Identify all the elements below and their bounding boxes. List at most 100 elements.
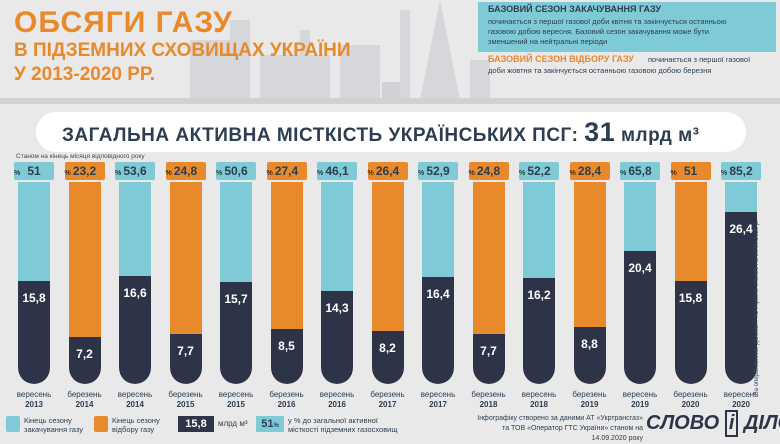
percent-label-14: 85,2% (721, 162, 761, 180)
legend-percent-text-1: у % до загальної активної (288, 416, 378, 425)
volume-label-7: 8,2 (379, 341, 396, 355)
gas-tube-0: 51% 15,8 (14, 162, 54, 388)
legend-volume-unit: млрд м³ (218, 419, 248, 428)
percent-value-7: 26,4 (375, 164, 400, 178)
percent-value-1: 23,2 (72, 164, 97, 178)
gas-tube-12: 65,8% 20,4 (620, 162, 660, 388)
percent-value-0: 51 (27, 164, 41, 178)
percent-value-5: 27,4 (274, 164, 299, 178)
category-label-0: вересень 2013 (6, 390, 62, 410)
category-label-12: вересень 2019 (612, 390, 668, 410)
percent-value-11: 28,4 (577, 164, 602, 178)
category-label-6: вересень 2016 (309, 390, 365, 410)
category-year-1: 2014 (75, 400, 94, 409)
category-year-2: 2014 (126, 400, 144, 409)
state-note: Станом на кінець місяця відповідного рок… (16, 153, 145, 160)
category-label-11: березень 2019 (562, 390, 618, 410)
gas-volume-bar-3 (169, 334, 202, 384)
gas-tube-7: 26,4% 8,2 (367, 162, 408, 388)
tube-body-12: 20,4 (624, 182, 656, 384)
category-label-1: березень 2014 (57, 390, 113, 410)
category-label-3: березень 2015 (158, 390, 214, 410)
category-year-12: 2019 (631, 400, 649, 409)
category-month-14: вересень (723, 390, 759, 399)
tube-body-7: 8,2 (371, 182, 404, 384)
source-note: За оперативними даними ГТС України стано… (754, 219, 760, 395)
percent-value-2: 53,6 (123, 164, 147, 178)
category-label-7: березень 2017 (360, 390, 416, 410)
category-month-7: березень (370, 390, 405, 399)
credit-line-1: Інфографіку створено за даними АТ «Укртр… (477, 415, 643, 422)
tube-body-14: 26,4 (725, 182, 757, 384)
category-label-10: вересень 2018 (511, 390, 567, 410)
volume-label-10: 16,2 (527, 288, 551, 302)
gas-tube-1: 23,2% 7,2 (64, 162, 105, 388)
tube-body-1: 7,2 (68, 182, 101, 384)
gas-volume-bar-12 (624, 251, 656, 384)
gas-volume-bar-14 (725, 212, 757, 384)
percent-value-13: 51 (683, 164, 698, 178)
category-month-12: вересень (622, 390, 658, 399)
volume-label-5: 8,5 (278, 339, 295, 353)
volume-label-2: 16,6 (123, 286, 147, 300)
percent-sign-3: % (165, 170, 172, 177)
gas-volume-bar-9 (472, 334, 505, 384)
injection-season-text-1: починається з першої газової доби квітня… (488, 17, 727, 26)
volume-label-0: 15,8 (22, 291, 46, 305)
category-year-8: 2017 (429, 400, 447, 409)
percent-label-3: 24,8% (165, 162, 206, 180)
percent-label-5: 27,4% (266, 162, 307, 180)
gas-volume-bar-6 (321, 291, 353, 384)
category-label-13: березень 2020 (663, 390, 719, 410)
category-month-0: вересень (16, 390, 52, 399)
category-month-5: березень (269, 390, 304, 399)
percent-sign-11: % (569, 170, 576, 177)
volume-label-11: 8,8 (581, 337, 598, 351)
withdrawal-season-info: БАЗОВИЙ СЕЗОН ВІДБОРУ ГАЗУ починається з… (478, 54, 776, 78)
tube-body-4: 15,7 (220, 182, 252, 384)
capacity-unit: млрд м³ (621, 125, 700, 146)
percent-label-11: 28,4% (569, 162, 610, 180)
injection-season-info: БАЗОВИЙ СЕЗОН ЗАКАЧУВАННЯ ГАЗУ починаєть… (478, 2, 776, 52)
gas-volume-bar-11 (573, 327, 606, 384)
category-month-9: березень (471, 390, 506, 399)
category-label-14: вересень 2020 (713, 390, 769, 410)
category-month-4: вересень (218, 390, 254, 399)
gas-tube-8: 52,9% 16,4 (418, 162, 458, 388)
gas-volume-bar-1 (68, 337, 101, 384)
percent-label-6: 46,1% (317, 162, 357, 180)
withdrawal-season-title: БАЗОВИЙ СЕЗОН ВІДБОРУ ГАЗУ (488, 54, 634, 64)
credit-line-2: та ТОВ «Оператор ГТС України» станом на … (502, 425, 643, 442)
percent-value-3: 24,8 (173, 164, 198, 178)
percent-value-6: 46,1 (325, 164, 349, 178)
percent-label-13: 51% (670, 162, 711, 180)
gas-tube-13: 51% 15,8 (670, 162, 711, 388)
tube-body-11: 8,8 (573, 182, 606, 384)
percent-value-14: 85,2 (729, 164, 753, 178)
category-label-8: вересень 2017 (410, 390, 466, 410)
percent-sign-0: % (14, 170, 21, 177)
gas-tube-9: 24,8% 7,7 (468, 162, 509, 388)
volume-label-1: 7,2 (76, 347, 93, 361)
volume-label-13: 15,8 (678, 291, 703, 305)
tube-body-13: 15,8 (674, 182, 707, 384)
category-month-11: березень (572, 390, 607, 399)
legend-injection-swatch (6, 416, 20, 432)
gas-volume-bar-5 (270, 329, 303, 384)
tube-body-8: 16,4 (422, 182, 454, 384)
injection-season-text-3: зменшений на нейтральні періоди (488, 37, 608, 46)
category-year-14: 2020 (732, 400, 750, 409)
category-year-7: 2017 (378, 400, 397, 409)
tube-body-10: 16,2 (523, 182, 555, 384)
percent-label-8: 52,9% (418, 162, 458, 180)
category-label-2: вересень 2014 (107, 390, 163, 410)
percent-label-10: 52,2% (519, 162, 559, 180)
category-year-11: 2019 (580, 400, 599, 409)
percent-label-9: 24,8% (468, 162, 509, 180)
volume-label-4: 15,7 (224, 292, 248, 306)
category-month-10: вересень (521, 390, 557, 399)
injection-season-title: БАЗОВИЙ СЕЗОН ЗАКАЧУВАННЯ ГАЗУ (488, 4, 661, 14)
gas-tube-5: 27,4% 8,5 (266, 162, 307, 388)
category-label-5: березень 2016 (259, 390, 315, 410)
